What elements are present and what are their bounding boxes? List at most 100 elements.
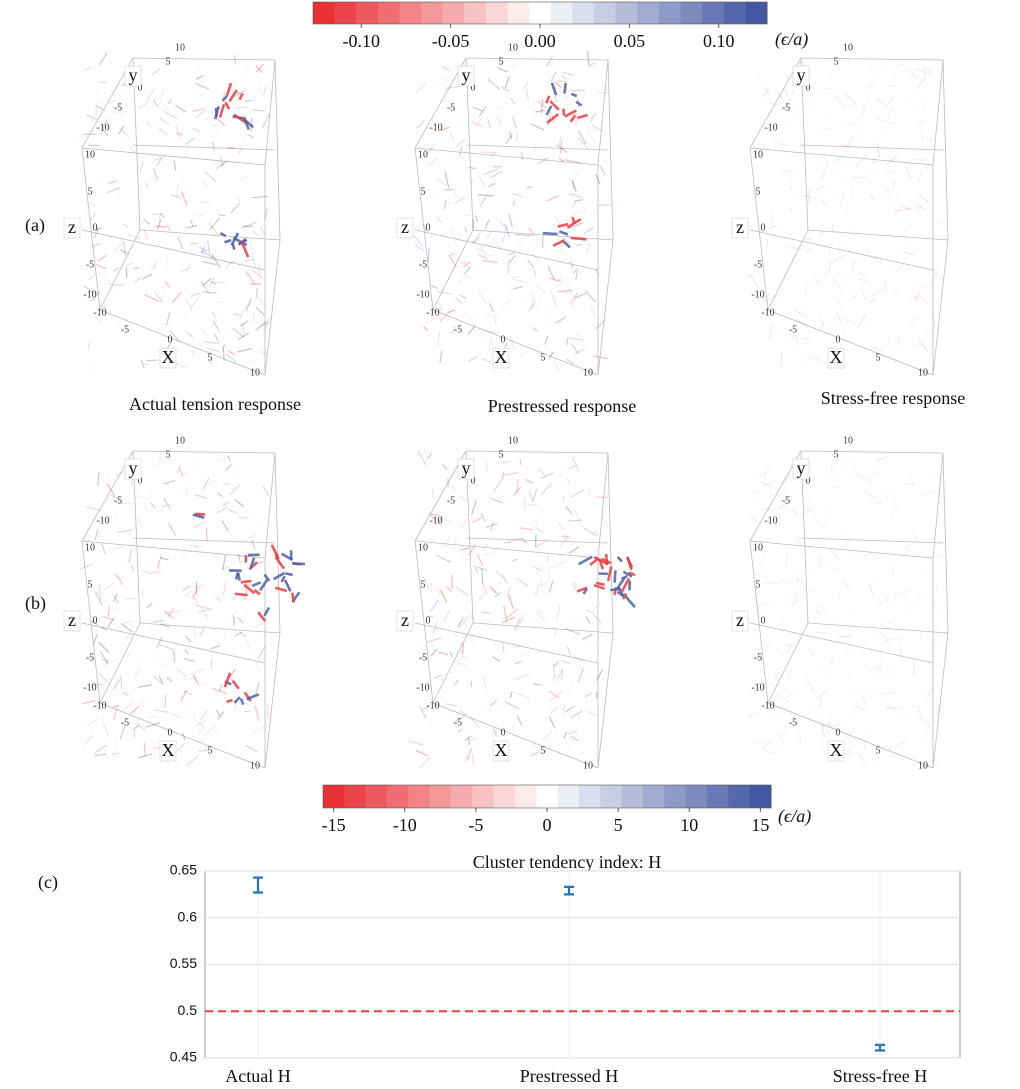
bond [585,710,600,717]
bond [135,319,145,330]
bond [519,459,522,466]
bond [270,544,279,558]
bond [759,268,771,272]
z-tick-label: -10 [83,682,96,693]
bond [185,144,191,154]
bond [454,657,464,663]
bond [212,281,226,284]
bond [222,554,226,570]
bond [610,587,621,592]
bond [192,674,199,685]
bond [546,554,550,563]
bond [211,254,221,268]
bond [200,582,210,589]
bond [555,215,561,226]
bond [805,145,819,149]
bond [223,627,228,640]
bond [879,66,887,70]
bond [905,263,910,271]
bond [201,277,212,287]
bond [882,618,893,625]
bond [133,667,142,677]
cube-edge [597,239,614,376]
x-tick-label: -5 [454,717,462,728]
x-tick-label: 0 [501,334,506,345]
bond [762,480,776,487]
bond [772,132,777,146]
bond [239,312,246,319]
bond [98,672,111,685]
bond [570,236,587,241]
bond [182,545,188,559]
bond [784,669,791,675]
bond [903,751,917,759]
bond [836,476,845,481]
bond [264,207,268,220]
colorbar-cell [344,785,367,808]
bond [113,544,125,551]
bond [440,65,451,72]
cube-edge [767,702,934,769]
bond [115,182,120,192]
bond [547,189,558,193]
bond [154,225,167,228]
bond [874,115,885,123]
bond [751,201,763,204]
bond [568,519,583,522]
bond [432,621,438,634]
bond [160,623,170,628]
bond [436,216,442,223]
cube-edge [414,540,599,559]
bond [108,180,117,185]
bond [480,357,492,363]
bond [508,254,516,263]
bond [571,179,577,193]
bond [893,568,905,574]
bond [841,266,855,276]
bond [835,271,842,275]
bond [191,350,196,357]
bond [222,580,227,596]
bond [204,724,217,736]
bond [450,227,457,243]
bond [509,335,515,351]
bond [242,136,248,147]
bond [587,130,596,144]
bond [548,570,551,583]
chart-label: (c) [38,872,58,893]
bond [557,668,564,679]
axis-label: z [68,217,76,237]
bond [930,638,936,652]
bond [202,291,217,294]
bond [892,561,894,576]
bond [615,577,626,590]
cube-edge [932,59,944,166]
bond [573,582,576,590]
bond [831,617,841,626]
bond [211,311,217,318]
bond [525,89,529,100]
bond [179,180,189,187]
colorbar-cell [365,785,388,808]
bond [622,570,633,578]
bond [893,589,899,606]
bond [922,726,931,732]
bond [478,650,485,664]
colorbar-cell [615,2,638,24]
bond [550,82,558,96]
y-tick-label: -5 [782,495,790,506]
bond [205,479,218,485]
bond [243,108,255,112]
bond [427,248,430,263]
bond [164,280,171,289]
bond [408,740,424,746]
bond [242,63,251,77]
bond [139,569,149,574]
bond [793,340,804,349]
bond [430,624,444,635]
bond [195,584,204,589]
colorbar-cell [529,2,552,24]
bond [251,269,264,279]
x-tick-label: -10 [426,307,439,318]
bond [252,312,255,322]
